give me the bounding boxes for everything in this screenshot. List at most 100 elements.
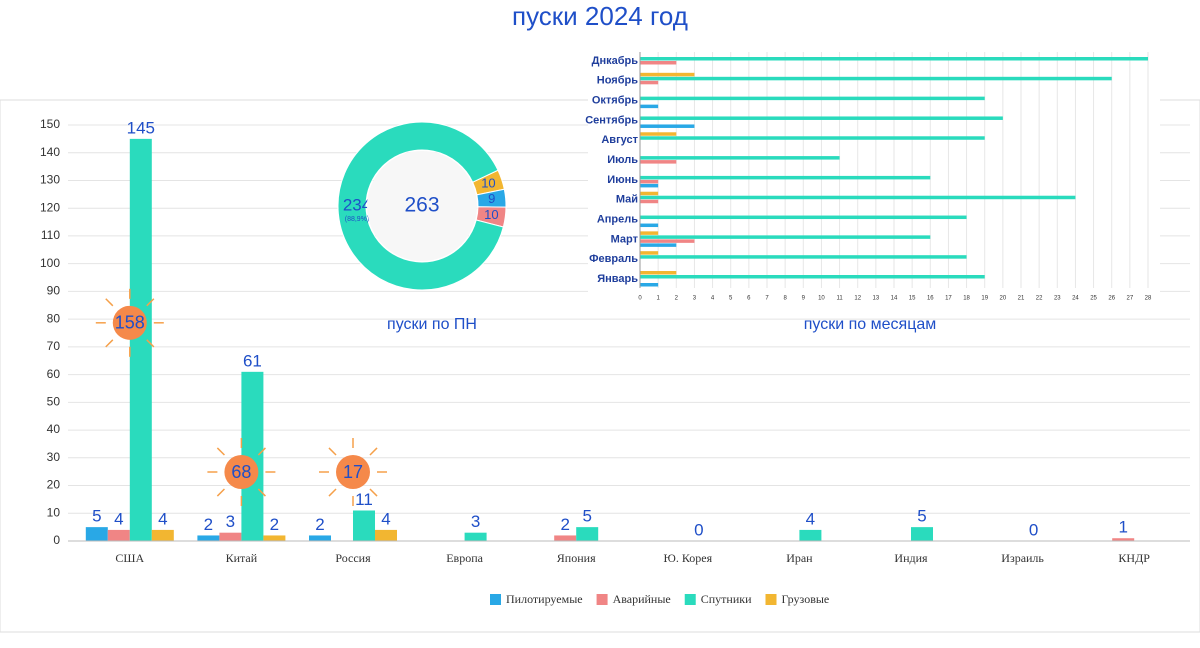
y-tick-label: 120 xyxy=(40,200,60,214)
x-tick-label: 16 xyxy=(927,296,934,302)
sun-ray xyxy=(105,339,114,348)
segment-label: 10 xyxy=(481,175,495,190)
total-badge: 68 xyxy=(207,438,276,506)
x-tick-label: 24 xyxy=(1072,296,1079,302)
bar xyxy=(353,510,375,541)
x-tick-label: Ю. Корея xyxy=(664,551,713,565)
x-tick-label: 11 xyxy=(836,296,843,302)
bar xyxy=(576,527,599,541)
bar xyxy=(640,96,985,101)
segment-label: 10 xyxy=(484,207,498,222)
sun-ray xyxy=(369,488,378,497)
sun-ray xyxy=(146,339,155,348)
bar xyxy=(309,535,331,541)
value-label: 4 xyxy=(381,509,390,528)
x-tick-label: 0 xyxy=(638,296,642,302)
total-circle xyxy=(224,455,259,489)
bar xyxy=(640,231,659,235)
bar xyxy=(640,104,659,109)
y-tick-label: 70 xyxy=(47,339,61,353)
total-badge: 17 xyxy=(319,438,387,506)
bar xyxy=(375,529,397,541)
total-circle xyxy=(112,305,147,340)
bar xyxy=(640,191,659,196)
value-label: 0 xyxy=(1029,520,1038,539)
legend-swatch xyxy=(490,594,501,605)
bar xyxy=(640,57,1148,61)
value-label: 5 xyxy=(92,507,101,526)
x-tick-label: 4 xyxy=(711,296,715,302)
y-tick-label: 40 xyxy=(47,422,61,436)
bar xyxy=(241,371,264,541)
value-label: 3 xyxy=(226,512,235,531)
x-tick-label: Китай xyxy=(226,551,258,565)
value-label: 5 xyxy=(582,507,591,526)
y-tick-label: 30 xyxy=(47,450,61,464)
y-tick-label: Днкабрь xyxy=(592,55,639,67)
y-tick-label: Март xyxy=(611,233,639,245)
legend-swatch xyxy=(596,594,608,605)
x-tick-label: 2 xyxy=(675,296,679,302)
bar xyxy=(640,215,967,220)
legend-label: Спутники xyxy=(701,592,752,606)
y-tick-label: Апрель xyxy=(597,213,638,225)
y-tick-label: 10 xyxy=(47,505,61,519)
value-label: 2 xyxy=(315,515,324,534)
x-tick-label: Иран xyxy=(786,551,813,565)
bar xyxy=(151,529,174,541)
bar xyxy=(640,72,695,77)
bar xyxy=(640,283,659,287)
bar xyxy=(640,80,659,85)
legend-label: Пилотируемые xyxy=(506,592,583,606)
bar xyxy=(640,243,677,247)
x-tick-label: Индия xyxy=(894,551,928,565)
bar xyxy=(640,116,1003,120)
x-tick-label: 3 xyxy=(693,296,697,302)
x-tick-label: 13 xyxy=(873,296,880,302)
bar xyxy=(85,527,108,541)
bar xyxy=(640,271,677,275)
bar xyxy=(640,183,659,188)
sun-ray xyxy=(328,447,337,456)
total-label: 68 xyxy=(231,462,251,482)
bar xyxy=(640,175,931,180)
y-tick-label: 140 xyxy=(40,145,60,159)
bar xyxy=(640,179,659,184)
y-tick-label: 90 xyxy=(47,284,61,298)
bar xyxy=(640,275,985,279)
x-tick-label: Израиль xyxy=(1001,551,1044,565)
y-tick-label: Сентябрь xyxy=(585,114,638,126)
value-label: 4 xyxy=(158,509,167,528)
bar xyxy=(640,132,677,136)
y-tick-label: 0 xyxy=(53,533,60,547)
bar xyxy=(640,251,659,255)
bar xyxy=(263,535,286,541)
y-tick-label: 100 xyxy=(40,256,60,270)
value-label: 1 xyxy=(1118,518,1127,537)
page-title: пуски 2024 год xyxy=(512,1,688,31)
donut-segment xyxy=(337,121,504,291)
total-badge: 158 xyxy=(95,288,164,357)
y-tick-label: Август xyxy=(601,134,638,146)
legend-label: Грузовые xyxy=(782,592,830,606)
value-label: 2 xyxy=(270,515,279,534)
sun-ray xyxy=(257,488,266,497)
chart-title: пуски по ПН xyxy=(387,316,477,333)
value-label: 145 xyxy=(127,118,155,137)
bar xyxy=(640,136,985,140)
y-tick-label: Май xyxy=(616,194,638,206)
bar xyxy=(911,527,933,541)
x-tick-label: 19 xyxy=(981,296,988,302)
bar xyxy=(640,235,931,239)
sun-ray xyxy=(105,298,114,307)
y-tick-label: 150 xyxy=(40,117,60,131)
bar xyxy=(799,529,822,541)
y-tick-label: Ноябрь xyxy=(597,75,638,87)
x-tick-label: 26 xyxy=(1108,296,1115,302)
bar xyxy=(640,199,659,204)
y-tick-label: 80 xyxy=(47,311,61,325)
donut-hole xyxy=(367,151,477,261)
bar xyxy=(1112,538,1135,541)
